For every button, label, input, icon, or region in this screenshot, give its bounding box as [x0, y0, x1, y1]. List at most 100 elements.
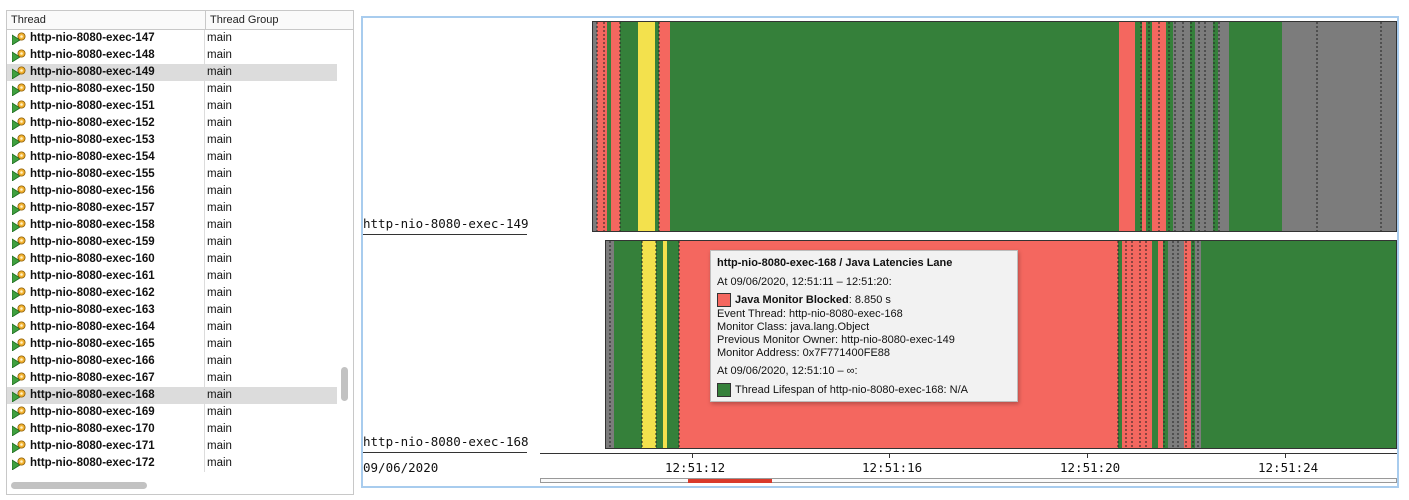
thread-name: http-nio-8080-exec-163	[30, 304, 155, 316]
state-segment-blocked[interactable]	[1122, 241, 1152, 448]
thread-name: http-nio-8080-exec-158	[30, 219, 155, 231]
state-segment-running[interactable]	[656, 241, 663, 448]
state-segment-running[interactable]	[607, 22, 611, 231]
state-segment-running[interactable]	[1229, 22, 1282, 231]
tooltip-previous-owner: Previous Monitor Owner: http-nio-8080-ex…	[717, 334, 955, 346]
state-segment-idle[interactable]	[1218, 22, 1222, 231]
table-row[interactable]: http-nio-8080-exec-157 main	[7, 200, 337, 217]
table-row[interactable]: http-nio-8080-exec-155 main	[7, 166, 337, 183]
table-row[interactable]: http-nio-8080-exec-161 main	[7, 268, 337, 285]
table-row[interactable]: http-nio-8080-exec-167 main	[7, 370, 337, 387]
axis-tick-label: 12:51:16	[862, 460, 923, 475]
state-segment-idle[interactable]	[1222, 22, 1229, 231]
thread-activity-chart[interactable]: http-nio-8080-exec-149 http-nio-8080-exe…	[361, 16, 1399, 488]
table-row[interactable]: http-nio-8080-exec-153 main	[7, 132, 337, 149]
table-row[interactable]: http-nio-8080-exec-147 main	[7, 30, 337, 47]
state-segment-running[interactable]	[655, 22, 659, 231]
horizontal-scrollbar-thumb[interactable]	[11, 482, 147, 489]
state-segment-blocked[interactable]	[1184, 241, 1191, 448]
column-divider	[204, 404, 205, 421]
column-header-thread-group[interactable]: Thread Group	[210, 14, 279, 26]
table-row[interactable]: http-nio-8080-exec-160 main	[7, 251, 337, 268]
table-row[interactable]: http-nio-8080-exec-156 main	[7, 183, 337, 200]
state-segment-idle[interactable]	[1168, 241, 1176, 448]
state-segment-blocked[interactable]	[659, 22, 664, 231]
state-segment-blocked[interactable]	[664, 22, 670, 231]
table-row[interactable]: http-nio-8080-exec-150 main	[7, 81, 337, 98]
state-segment-running[interactable]	[670, 22, 1119, 231]
state-segment-idle[interactable]	[1195, 241, 1201, 448]
thread-group: main	[207, 185, 232, 197]
table-row[interactable]: http-nio-8080-exec-151 main	[7, 98, 337, 115]
state-segment-running[interactable]	[1190, 22, 1195, 231]
table-row[interactable]: http-nio-8080-exec-164 main	[7, 319, 337, 336]
column-divider	[204, 370, 205, 387]
lane-segments-exec-149	[593, 22, 1396, 231]
state-segment-idle[interactable]	[593, 22, 597, 231]
thread-group: main	[207, 253, 232, 265]
vertical-scrollbar-thumb[interactable]	[341, 367, 348, 401]
time-range-selection[interactable]	[688, 479, 772, 483]
state-segment-yellow[interactable]	[663, 241, 667, 448]
lane-bar-exec-149[interactable]	[592, 21, 1397, 232]
state-segment-running[interactable]	[614, 241, 642, 448]
table-row[interactable]: http-nio-8080-exec-169 main	[7, 404, 337, 421]
thread-group: main	[207, 117, 232, 129]
state-segment-running[interactable]	[1191, 241, 1195, 448]
state-segment-running[interactable]	[1118, 241, 1122, 448]
table-row[interactable]: http-nio-8080-exec-163 main	[7, 302, 337, 319]
thread-name: http-nio-8080-exec-168	[30, 389, 155, 401]
state-segment-running[interactable]	[1135, 22, 1142, 231]
state-segment-running[interactable]	[667, 241, 679, 448]
thread-name: http-nio-8080-exec-162	[30, 287, 155, 299]
state-segment-blocked[interactable]	[597, 22, 607, 231]
table-row[interactable]: http-nio-8080-exec-152 main	[7, 115, 337, 132]
thread-table[interactable]: Thread Thread Group http-nio-8080-exec-1…	[6, 10, 354, 495]
table-row[interactable]: http-nio-8080-exec-172 main	[7, 455, 337, 472]
table-row[interactable]: http-nio-8080-exec-171 main	[7, 438, 337, 455]
state-segment-idle[interactable]	[1178, 22, 1190, 231]
column-divider	[204, 353, 205, 370]
column-divider	[204, 455, 205, 472]
state-segment-blocked[interactable]	[1142, 22, 1146, 231]
thread-name: http-nio-8080-exec-157	[30, 202, 155, 214]
state-segment-idle[interactable]	[606, 241, 610, 448]
column-divider	[204, 166, 205, 183]
thread-group: main	[207, 49, 232, 61]
state-segment-idle[interactable]	[1202, 22, 1213, 231]
state-segment-blocked[interactable]	[1158, 241, 1163, 448]
column-header-thread[interactable]: Thread	[7, 11, 206, 29]
time-range-slider[interactable]	[540, 478, 1397, 483]
state-segment-blocked[interactable]	[1119, 22, 1135, 231]
state-segment-running[interactable]	[1152, 241, 1158, 448]
table-row[interactable]: http-nio-8080-exec-162 main	[7, 285, 337, 302]
state-segment-running[interactable]	[1163, 241, 1168, 448]
table-row[interactable]: http-nio-8080-exec-149 main	[7, 64, 337, 81]
thread-group: main	[207, 406, 232, 418]
thread-name: http-nio-8080-exec-149	[30, 66, 155, 78]
state-segment-idle[interactable]	[1282, 22, 1396, 231]
table-row[interactable]: http-nio-8080-exec-148 main	[7, 47, 337, 64]
running-thread-icon	[12, 253, 26, 266]
state-segment-idle[interactable]	[610, 241, 614, 448]
table-row[interactable]: http-nio-8080-exec-165 main	[7, 336, 337, 353]
table-row[interactable]: http-nio-8080-exec-168 main	[7, 387, 337, 404]
table-row[interactable]: http-nio-8080-exec-154 main	[7, 149, 337, 166]
running-thread-icon	[12, 117, 26, 130]
running-thread-icon	[12, 134, 26, 147]
state-segment-yellow[interactable]	[642, 241, 656, 448]
blocked-color-swatch	[717, 293, 731, 307]
state-segment-yellow[interactable]	[638, 22, 655, 231]
state-segment-running[interactable]	[1201, 241, 1396, 448]
table-row[interactable]: http-nio-8080-exec-170 main	[7, 421, 337, 438]
state-segment-blocked[interactable]	[611, 22, 620, 231]
state-segment-running[interactable]	[620, 22, 638, 231]
running-thread-icon	[12, 355, 26, 368]
table-row[interactable]: http-nio-8080-exec-159 main	[7, 234, 337, 251]
running-thread-icon	[12, 406, 26, 419]
running-thread-icon	[12, 151, 26, 164]
table-row[interactable]: http-nio-8080-exec-166 main	[7, 353, 337, 370]
table-row[interactable]: http-nio-8080-exec-158 main	[7, 217, 337, 234]
state-segment-idle[interactable]	[1176, 241, 1184, 448]
state-segment-running[interactable]	[1213, 22, 1218, 231]
